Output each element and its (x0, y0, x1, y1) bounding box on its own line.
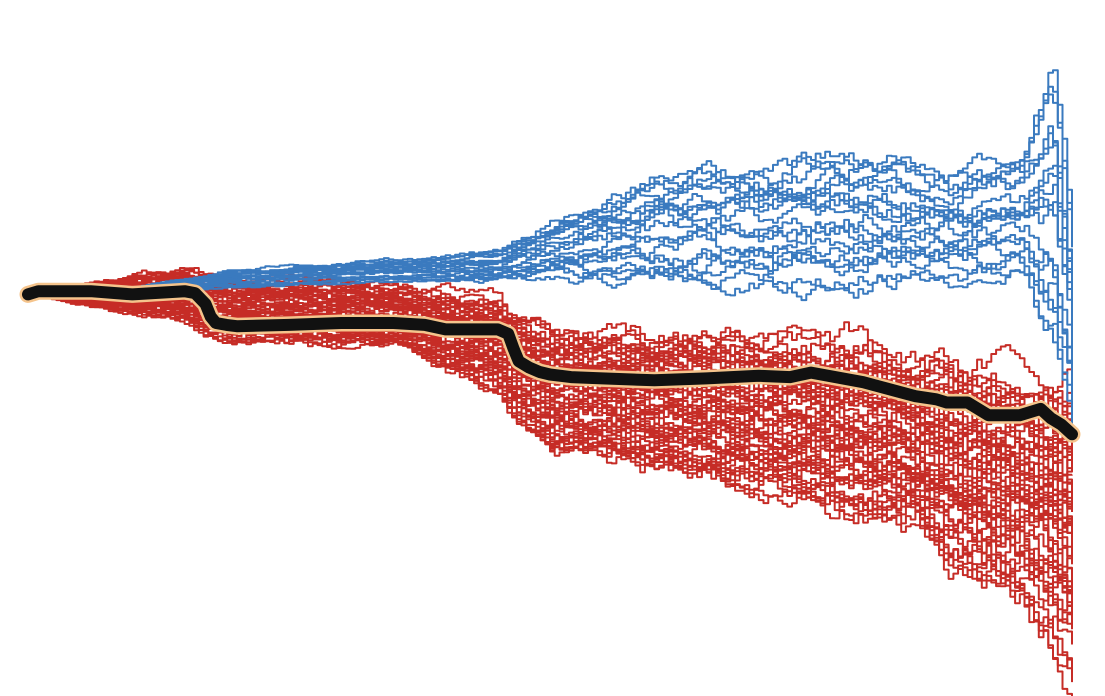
gain-series-line (28, 93, 1073, 296)
loss-series-group (28, 267, 1073, 696)
median-series-group (19, 282, 1081, 443)
loss-series-line (28, 293, 1073, 683)
median-line (22, 285, 1078, 441)
loss-series-line (28, 267, 1073, 424)
gain-series-group (28, 69, 1073, 426)
gain-series-line (28, 192, 1073, 321)
